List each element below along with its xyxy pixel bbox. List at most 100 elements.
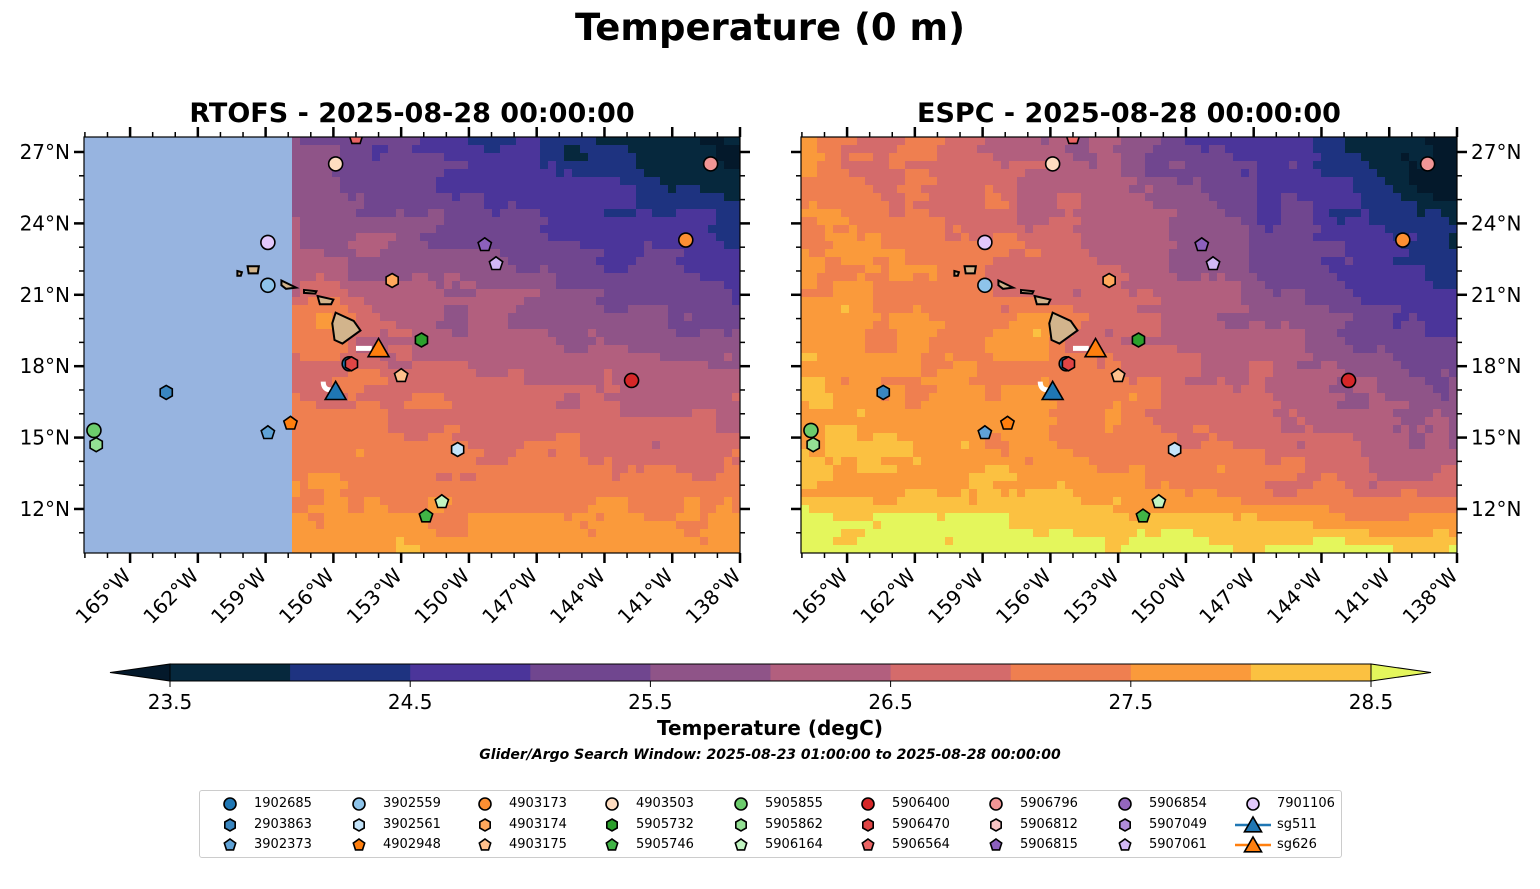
field-cell [492, 385, 501, 394]
field-cell [1345, 145, 1354, 154]
field-cell [492, 377, 501, 386]
field-cell [716, 169, 725, 178]
field-cell [500, 313, 509, 322]
field-cell [164, 473, 173, 482]
field-cell [404, 305, 413, 314]
field-cell [732, 417, 740, 426]
field-cell [484, 401, 493, 410]
field-cell [660, 361, 669, 370]
field-cell [332, 241, 341, 250]
field-cell [628, 409, 637, 418]
field-cell [444, 417, 453, 426]
field-cell [580, 353, 589, 362]
field-cell [140, 489, 149, 498]
field-cell [148, 241, 157, 250]
field-cell [516, 465, 525, 474]
field-cell [356, 473, 365, 482]
field-cell [716, 201, 725, 210]
field-cell [236, 441, 245, 450]
field-cell [444, 321, 453, 330]
field-cell [969, 161, 978, 170]
field-cell [236, 521, 245, 530]
field-cell [540, 217, 549, 226]
field-cell [572, 313, 581, 322]
field-cell [516, 441, 525, 450]
field-cell [188, 185, 197, 194]
field-cell [588, 241, 597, 250]
field-cell [348, 281, 357, 290]
rtofs-map-panel: 165°W 162°W 159°W 156°W 153°W 150°W 147°W 144°W… [20, 127, 750, 629]
field-cell [897, 169, 906, 178]
field-cell [508, 417, 517, 426]
field-cell [873, 153, 882, 162]
field-cell [164, 497, 173, 506]
field-cell [420, 321, 429, 330]
field-cell [172, 385, 181, 394]
field-cell [292, 473, 301, 482]
field-cell [300, 345, 309, 354]
field-cell [676, 265, 685, 274]
field-cell [148, 465, 157, 474]
x-tick-label: 147°W [477, 563, 542, 628]
field-cell [92, 177, 101, 186]
field-cell [276, 153, 285, 162]
field-cell [588, 441, 597, 450]
field-cell [84, 273, 93, 282]
field-cell [1089, 169, 1098, 178]
field-cell [188, 489, 197, 498]
field-cell [188, 265, 197, 274]
field-cell [700, 345, 709, 354]
field-cell [548, 545, 557, 553]
field-cell [628, 273, 637, 282]
field-cell [700, 233, 709, 242]
field-cell [644, 377, 653, 386]
field-cell [396, 409, 405, 418]
field-cell [1153, 177, 1162, 186]
field-cell [212, 409, 221, 418]
field-cell [708, 361, 717, 370]
field-cell [492, 529, 501, 538]
field-cell [1361, 161, 1370, 170]
field-cell [732, 321, 740, 330]
field-cell [308, 377, 317, 386]
field-cell [236, 321, 245, 330]
field-cell [524, 529, 533, 538]
field-cell [460, 505, 469, 514]
field-cell [404, 257, 413, 266]
field-cell [100, 305, 109, 314]
field-cell [188, 289, 197, 298]
field-cell [612, 289, 621, 298]
field-cell [532, 521, 541, 530]
field-cell [324, 265, 333, 274]
field-cell [1281, 185, 1290, 194]
field-cell [452, 201, 461, 210]
field-cell [620, 233, 629, 242]
field-cell [468, 169, 477, 178]
field-cell [668, 137, 677, 146]
field-cell [1281, 137, 1290, 146]
field-cell [396, 361, 405, 370]
field-cell [596, 441, 605, 450]
field-cell [284, 265, 293, 274]
field-cell [644, 441, 653, 450]
field-cell [164, 177, 173, 186]
field-cell [692, 137, 701, 146]
field-cell [92, 297, 101, 306]
field-cell [580, 441, 589, 450]
field-cell [604, 217, 613, 226]
field-cell [172, 161, 181, 170]
field-cell [668, 337, 677, 346]
field-cell [993, 145, 1002, 154]
field-cell [300, 449, 309, 458]
field-cell [212, 273, 221, 282]
field-cell [572, 201, 581, 210]
field-cell [356, 361, 365, 370]
field-cell [292, 457, 301, 466]
field-cell [172, 457, 181, 466]
field-cell [348, 417, 357, 426]
field-cell [388, 153, 397, 162]
field-cell [212, 425, 221, 434]
field-cell [412, 513, 421, 522]
field-cell [148, 521, 157, 530]
field-cell [620, 193, 629, 202]
